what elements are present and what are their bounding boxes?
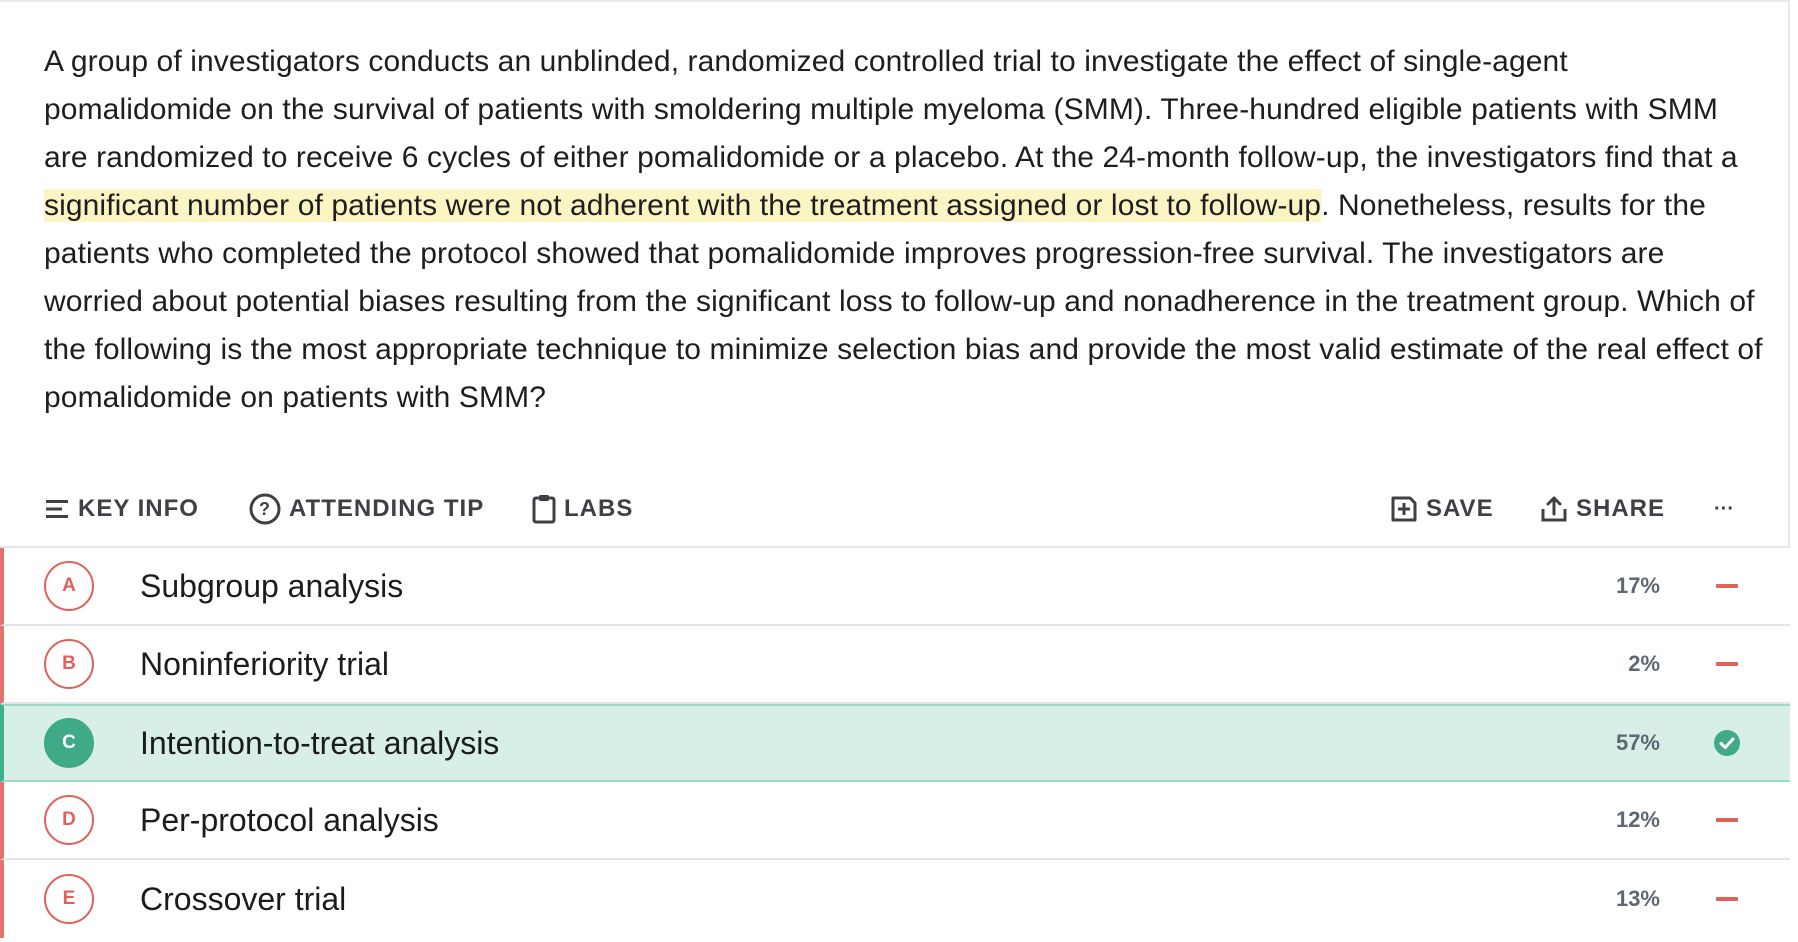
share-upload-icon [1541,496,1567,522]
answer-text: Intention-to-treat analysis [140,724,500,761]
attending-tip-label: ATTENDING TIP [289,495,485,522]
labs-button[interactable]: LABS [532,470,633,548]
key-info-label: KEY INFO [78,495,199,522]
question-text-after: . Nonetheless, results for the patients … [44,189,1763,414]
key-info-button[interactable]: KEY INFO [46,470,199,548]
share-label: SHARE [1576,495,1666,522]
svg-text:?: ? [259,499,271,519]
answer-letter-badge: E [44,874,94,924]
attending-tip-button[interactable]: ? ATTENDING TIP [249,470,484,548]
answer-percent: 17% [1615,573,1660,598]
answer-choice-d[interactable]: D Per-protocol analysis 12% [0,782,1790,860]
more-dots-icon: ··· [1714,497,1734,520]
answer-letter-badge: A [44,561,94,611]
save-label: SAVE [1426,495,1494,522]
top-divider [0,0,1790,2]
answer-choice-a[interactable]: A Subgroup analysis 17% [0,548,1790,626]
save-plus-icon [1391,496,1417,522]
question-stem: A group of investigators conducts an unb… [44,38,1764,422]
question-toolbar: KEY INFO ? ATTENDING TIP LABS SAVE [0,470,1790,548]
answer-text: Subgroup analysis [140,567,404,604]
answer-text: Crossover trial [140,880,347,917]
incorrect-dash-icon [1712,884,1742,914]
answer-choices: A Subgroup analysis 17% B Noninferiority… [0,548,1790,938]
labs-label: LABS [564,495,634,522]
list-icon [46,500,68,518]
answer-percent: 13% [1615,886,1660,911]
share-button[interactable]: SHARE [1540,470,1665,548]
more-options-button[interactable]: ··· [1714,470,1734,548]
answer-text: Per-protocol analysis [140,801,439,838]
save-button[interactable]: SAVE [1390,470,1494,548]
answer-letter-badge: D [44,795,94,845]
answer-choice-b[interactable]: B Noninferiority trial 2% [0,626,1790,704]
answer-percent: 2% [1628,651,1660,676]
question-text-before: A group of investigators conducts an unb… [44,45,1738,174]
incorrect-dash-icon [1712,649,1742,679]
answer-letter-badge: C [44,718,94,768]
answer-percent: 57% [1615,730,1660,755]
question-circle-icon: ? [249,493,281,525]
answer-percent: 12% [1615,807,1660,832]
clipboard-icon [532,495,556,524]
highlighted-text[interactable]: significant number of patients were not … [44,189,1322,222]
answer-choice-c[interactable]: C Intention-to-treat analysis 57% [0,704,1790,782]
incorrect-dash-icon [1712,571,1742,601]
incorrect-dash-icon [1712,805,1742,835]
answer-choice-e[interactable]: E Crossover trial 13% [0,860,1790,938]
answer-text: Noninferiority trial [140,645,389,682]
correct-check-icon [1712,728,1742,758]
answer-letter-badge: B [44,639,94,689]
